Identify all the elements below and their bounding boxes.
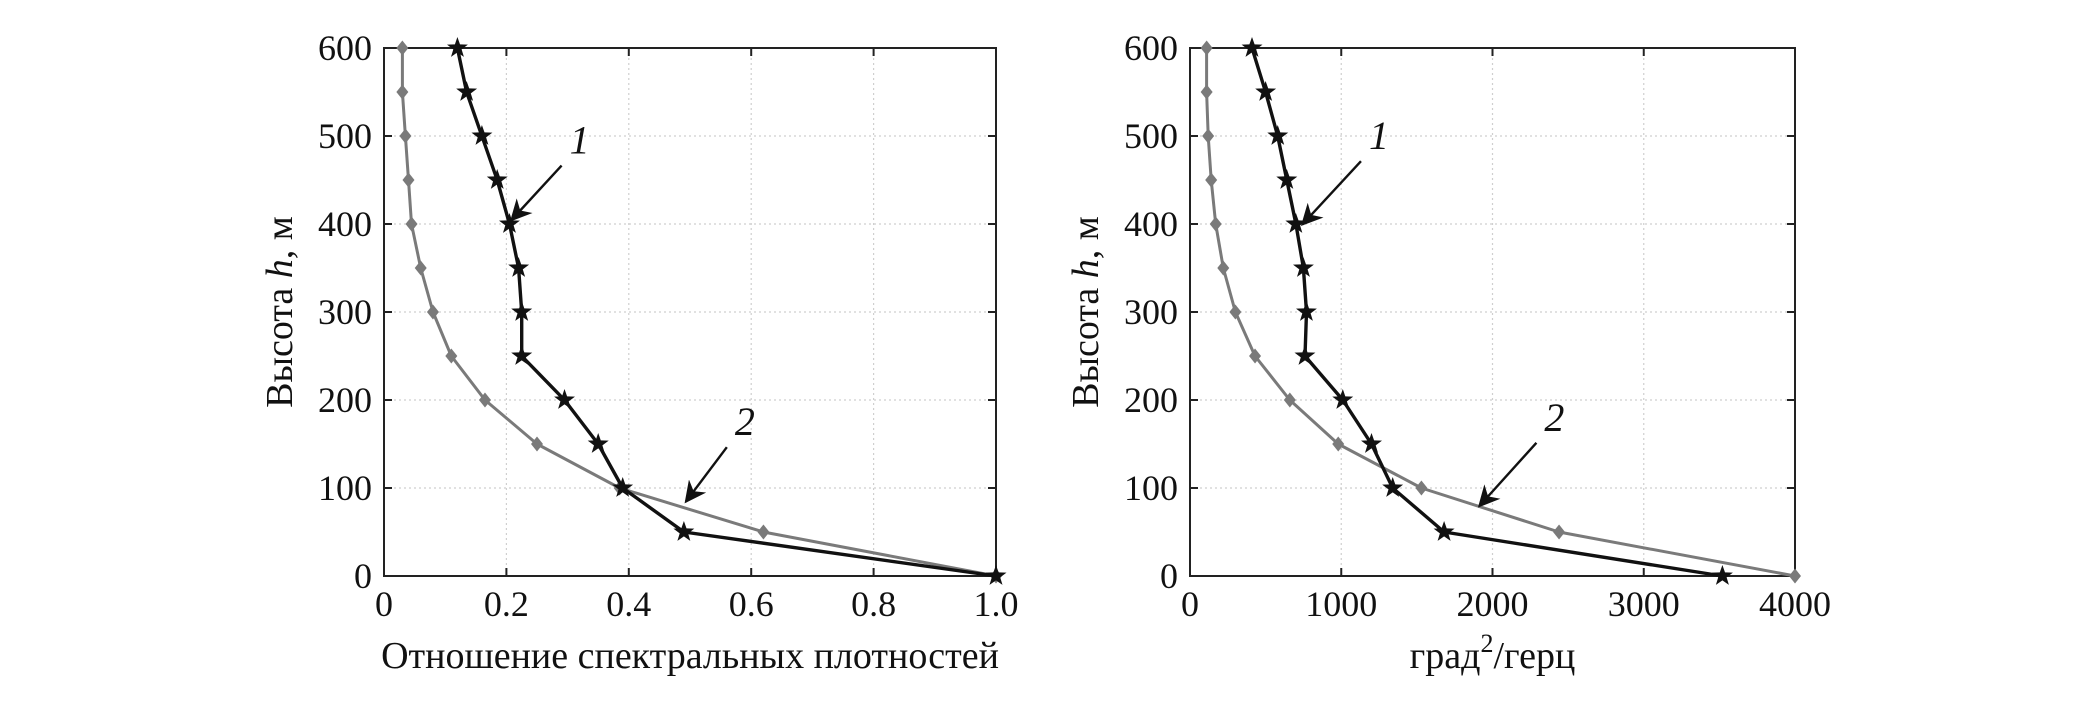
- chart1-series-1-point: [612, 477, 634, 497]
- chart1-y-axis-title: Высота h, м: [259, 216, 301, 408]
- chart2-annotation-2: 2: [1477, 395, 1564, 508]
- chart1-series-1-point: [511, 301, 533, 321]
- chart2-series-1-point: [1361, 433, 1382, 453]
- chart2-series-2-point: [1205, 172, 1218, 188]
- chart2-series-2-point: [1217, 260, 1230, 276]
- chart2-x-tick-label: 0: [1181, 584, 1199, 624]
- chart1-series-1-point: [985, 565, 1007, 585]
- chart2-series-2-point: [1202, 128, 1215, 144]
- chart2-annotation-arrow: [1300, 160, 1362, 226]
- chart2-annotation-label: 2: [1544, 395, 1564, 440]
- chart2-series-1-point: [1241, 37, 1263, 57]
- chart1-y-tick-label: 400: [318, 204, 372, 244]
- chart1-x-axis-title: Отношение спектральных плотностей: [381, 635, 999, 677]
- chart1-annotation-2: 2: [684, 399, 755, 504]
- chart1-series-2-point: [478, 392, 491, 408]
- chart2-series-1-point: [1711, 565, 1733, 585]
- chart2-y-tick-label: 400: [1124, 204, 1178, 244]
- chart1-x-tick-label: 1.0: [974, 584, 1019, 624]
- chart2-series-2-point: [1249, 348, 1262, 364]
- chart2-series-1-point: [1433, 521, 1455, 541]
- chart1-y-tick-label: 200: [318, 380, 372, 420]
- chart2-series-2-point: [1283, 392, 1296, 408]
- chart2-series-1-point: [1285, 213, 1307, 233]
- chart2-series-1-point: [1382, 477, 1404, 497]
- chart1-series-2-point: [405, 216, 418, 232]
- chart1-series-1-point: [486, 169, 508, 189]
- chart2-y-tick-label: 300: [1124, 292, 1178, 332]
- chart2-series-2-point: [1200, 84, 1213, 100]
- chart1-series-2-point: [414, 260, 427, 276]
- chart1-series-1-point: [673, 521, 695, 541]
- chart2-y-tick-label: 600: [1124, 28, 1178, 68]
- chart1-annotation-arrow: [509, 164, 563, 222]
- chart2-series-1-point: [1267, 125, 1289, 145]
- chart2-x-tick-label: 1000: [1305, 584, 1377, 624]
- chart1-y-tick-label: 100: [318, 468, 372, 508]
- chart2-series-2-point: [1415, 480, 1428, 496]
- chart1-series-1-point: [554, 389, 575, 409]
- chart2-series-2-point: [1332, 436, 1345, 452]
- chart1-series-1-point: [471, 125, 493, 145]
- chart2-series-1: [1241, 37, 1733, 585]
- chart1-panel: 0 0.2 0.4 0.6 0.8 1.0 0 100 200 300 400 500 600 Отнош…: [259, 28, 1019, 677]
- chart2-x-tick-label: 3000: [1608, 584, 1680, 624]
- chart1-series-2-point: [426, 304, 439, 320]
- chart1-series-1-point: [511, 345, 533, 365]
- chart2-series-2-point: [1789, 568, 1801, 584]
- chart2-y-axis-title: Высота h, м: [1065, 216, 1107, 408]
- chart1-series-2-point: [402, 172, 415, 188]
- chart1-annotation-label: 2: [735, 399, 755, 444]
- chart2-y-tick-label: 0: [1160, 556, 1178, 596]
- chart1-x-tick-label: 0.8: [851, 584, 896, 624]
- chart2-series-2-point: [1229, 304, 1242, 320]
- chart1-y-tick-label: 300: [318, 292, 372, 332]
- chart2-x-tick-label: 4000: [1759, 584, 1831, 624]
- chart2-y-tick-label: 100: [1124, 468, 1178, 508]
- chart2-y-tick-label: 200: [1124, 380, 1178, 420]
- chart2-x-axis-title: град2/герц: [1410, 629, 1576, 677]
- chart1-series-2-point: [531, 436, 543, 452]
- chart1-x-tick-label: 0.4: [606, 584, 651, 624]
- chart2-annotation-arrow: [1477, 441, 1538, 508]
- chart2-series-2-point: [1553, 524, 1566, 540]
- chart2-series-2: [1200, 40, 1801, 584]
- chart2-series-1-point: [1332, 389, 1354, 409]
- chart2-annotation-label: 1: [1369, 113, 1389, 158]
- chart2-x-tick-label: 2000: [1457, 584, 1529, 624]
- chart2-panel: 0 1000 2000 3000 4000 0 100 200 300 400 500 600 град…: [1065, 28, 1831, 677]
- chart1-series-2-point: [396, 40, 409, 56]
- chart1-x-tick-label: 0.2: [484, 584, 529, 624]
- chart1-series-2-point: [757, 524, 770, 540]
- chart1-series-2-point: [399, 128, 412, 144]
- chart1-annotation-arrow: [684, 446, 728, 504]
- chart1-series-1-point: [456, 81, 478, 101]
- chart2-annotation-1: 1: [1300, 113, 1389, 226]
- chart2-y-tick-label: 500: [1124, 116, 1178, 156]
- chart1-y-tick-label: 0: [354, 556, 372, 596]
- chart2-series-1-point: [1276, 169, 1298, 189]
- chart1-x-tick-label: 0.6: [729, 584, 774, 624]
- chart1-series-2-point: [445, 348, 458, 364]
- chart1-annotation-1: 1: [509, 118, 590, 222]
- chart1-y-tick-label: 600: [318, 28, 372, 68]
- chart2-series-1-point: [1255, 81, 1277, 101]
- chart1-y-tick-label: 500: [318, 116, 372, 156]
- chart2-series-1-point: [1294, 345, 1316, 365]
- chart1-series-2-point: [396, 84, 409, 100]
- chart2-series-1-point: [1296, 301, 1317, 321]
- chart1-annotation-label: 1: [570, 118, 590, 163]
- chart1-series-1-point: [499, 213, 520, 233]
- chart2-series-2-point: [1200, 40, 1213, 56]
- chart1-series-1: [447, 37, 1007, 585]
- chart1-x-tick-label: 0: [375, 584, 393, 624]
- chart1-series-1-point: [447, 37, 468, 57]
- chart2-series-1-point: [1293, 257, 1314, 277]
- chart1-series-1-point: [508, 257, 530, 277]
- chart2-series-2-point: [1209, 216, 1222, 232]
- chart1-series-1-point: [587, 433, 609, 453]
